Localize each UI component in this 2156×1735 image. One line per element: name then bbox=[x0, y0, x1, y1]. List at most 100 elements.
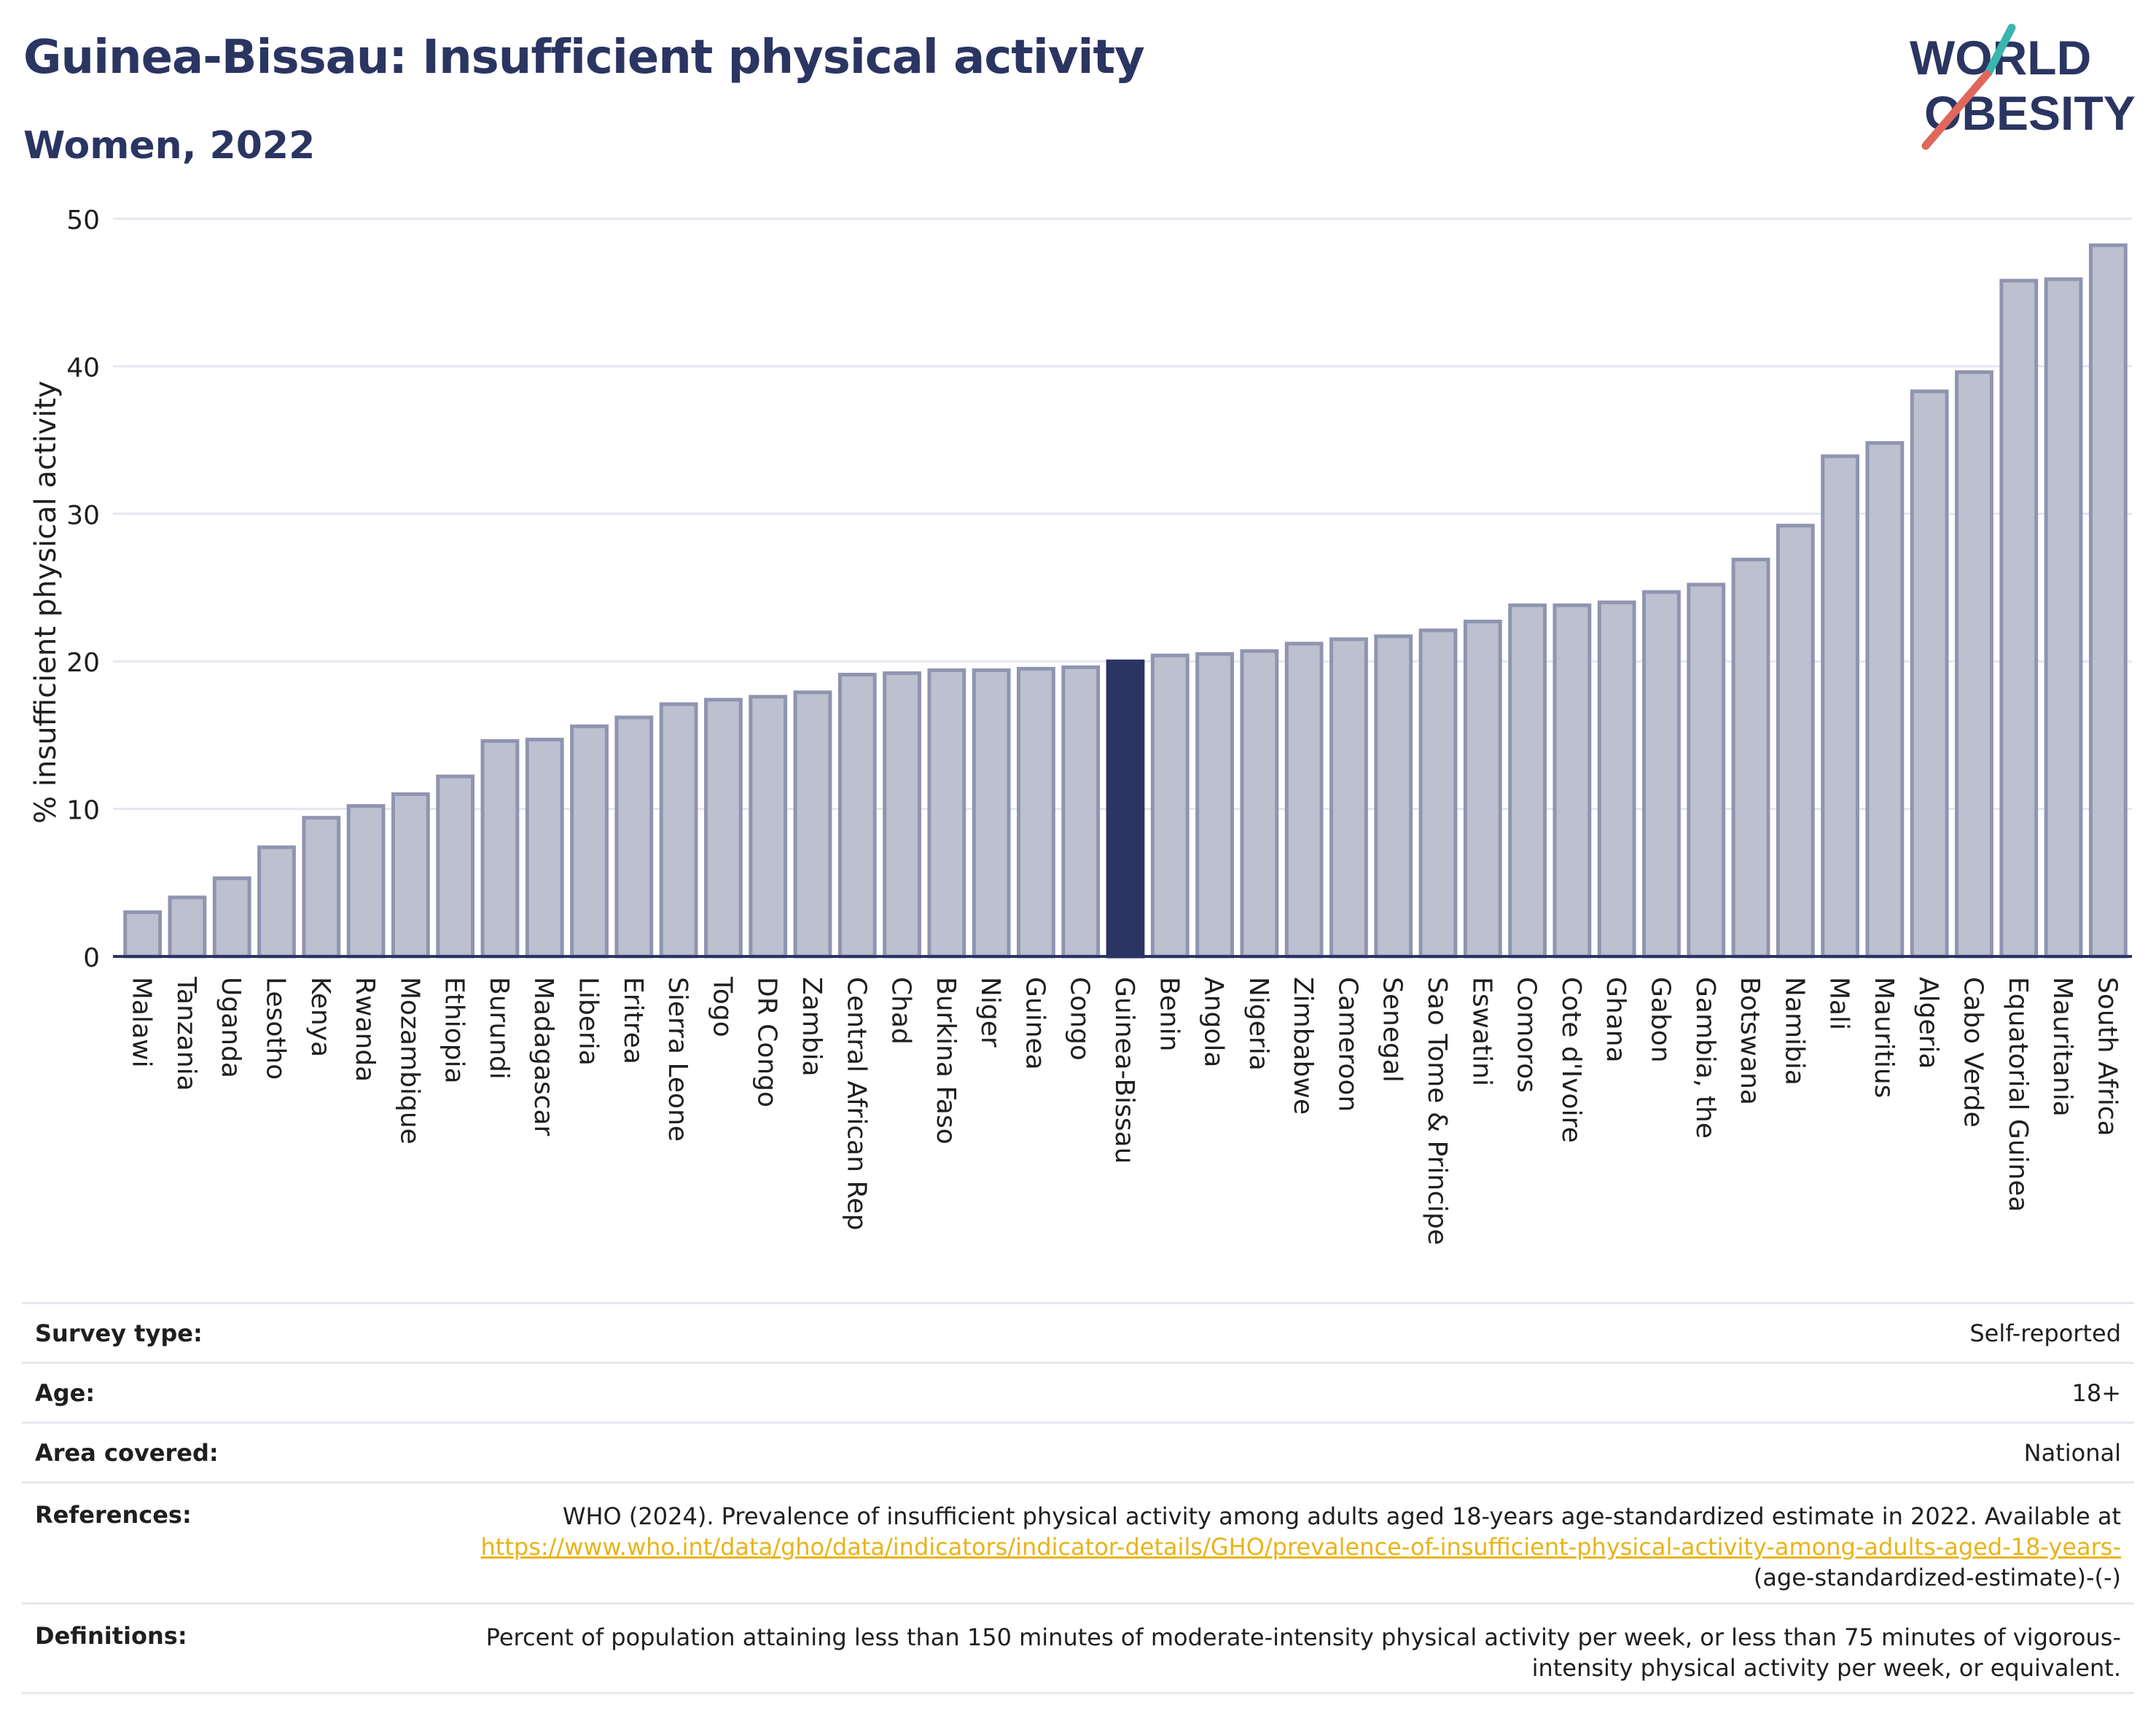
survey-type-label: Survey type: bbox=[35, 1319, 203, 1347]
bar bbox=[1240, 649, 1279, 959]
x-tick-label: Comoros bbox=[1512, 977, 1542, 1093]
bar bbox=[703, 698, 743, 959]
bar bbox=[1687, 582, 1726, 959]
x-tick-label: South Africa bbox=[2092, 977, 2122, 1136]
bar bbox=[302, 816, 341, 959]
bar bbox=[570, 724, 609, 959]
y-tick-label: 0 bbox=[83, 943, 100, 973]
area-covered-label: Area covered: bbox=[35, 1438, 219, 1467]
bar bbox=[927, 668, 966, 959]
bar bbox=[1955, 370, 1993, 959]
x-tick-label: Central African Rep bbox=[841, 977, 871, 1231]
age-value: 18+ bbox=[2071, 1379, 2121, 1407]
meta-row-age: Age: 18+ bbox=[22, 1362, 2134, 1422]
x-tick-label: Burundi bbox=[484, 977, 514, 1080]
x-tick-label: Rwanda bbox=[350, 977, 380, 1082]
bar bbox=[793, 690, 832, 959]
bar bbox=[883, 671, 921, 959]
x-tick-label: Angola bbox=[1199, 977, 1229, 1067]
x-tick-label: Mali bbox=[1824, 977, 1854, 1030]
bar bbox=[1865, 441, 1905, 959]
x-tick-label: DR Congo bbox=[752, 977, 782, 1107]
x-tick-label: Eritrea bbox=[618, 977, 648, 1064]
bar bbox=[749, 695, 788, 959]
bar bbox=[972, 668, 1011, 959]
y-axis-label: % insufficient physical activity bbox=[29, 381, 63, 824]
bar bbox=[1642, 590, 1681, 959]
x-tick-label: Lesotho bbox=[261, 977, 291, 1080]
x-tick-label: Niger bbox=[975, 977, 1005, 1048]
references-label: References: bbox=[35, 1501, 192, 1529]
references-value: WHO (2024). Prevalence of insufficient p… bbox=[430, 1501, 2122, 1593]
bar bbox=[1508, 603, 1547, 959]
bar-highlight bbox=[1106, 659, 1145, 959]
x-tick-label: Guinea bbox=[1020, 977, 1050, 1070]
bar bbox=[1017, 666, 1055, 959]
logo-slash-teal bbox=[1984, 23, 2016, 77]
x-tick-label: Malawi bbox=[127, 977, 157, 1068]
references-link-suffix: (age-standardized-estimate)-(-) bbox=[1753, 1564, 2121, 1591]
bar bbox=[1597, 600, 1636, 959]
bar bbox=[1552, 603, 1592, 959]
x-tick-label: Eswatini bbox=[1466, 977, 1496, 1086]
meta-row-definitions: Definitions: Percent of population attai… bbox=[22, 1602, 2134, 1694]
x-tick-label: Cameroon bbox=[1332, 977, 1362, 1112]
meta-row-area: Area covered: National bbox=[22, 1422, 2134, 1481]
bar bbox=[391, 792, 430, 959]
x-tick-label: Benin bbox=[1154, 977, 1184, 1051]
definitions-value: Percent of population attaining less tha… bbox=[485, 1623, 2121, 1682]
bar bbox=[480, 738, 520, 959]
bar bbox=[525, 737, 564, 959]
bar bbox=[1999, 278, 2039, 959]
chart-title: Guinea-Bissau: Insufficient physical act… bbox=[23, 31, 1145, 85]
x-tick-label: Sao Tome & Principe bbox=[1422, 977, 1452, 1245]
x-tick-label: Mozambique bbox=[394, 977, 424, 1145]
x-tick-label: Gambia, the bbox=[1690, 977, 1720, 1139]
bar bbox=[2044, 277, 2083, 959]
bar bbox=[1776, 523, 1815, 959]
x-tick-label: Cote d'Ivoire bbox=[1556, 977, 1586, 1143]
bar bbox=[1150, 653, 1190, 959]
bar bbox=[1821, 454, 1860, 959]
bar bbox=[1329, 637, 1368, 959]
x-tick-label: Mauritania bbox=[2047, 977, 2077, 1117]
age-label: Age: bbox=[35, 1379, 95, 1407]
x-tick-label: Mauritius bbox=[1869, 977, 1899, 1098]
bar bbox=[1910, 389, 1949, 959]
x-tick-label: Madagascar bbox=[528, 977, 558, 1136]
x-tick-label: Guinea-Bissau bbox=[1109, 977, 1139, 1164]
bar bbox=[346, 804, 386, 959]
bar bbox=[1195, 652, 1234, 959]
x-tick-label: Namibia bbox=[1779, 977, 1809, 1085]
x-tick-label: Liberia bbox=[574, 977, 604, 1066]
bar-chart: 0 10 20 30 40 50 % insufficient physical activ… bbox=[29, 206, 2132, 1245]
meta-row-references: References: WHO (2024). Prevalence of in… bbox=[22, 1481, 2134, 1602]
chart-subtitle: Women, 2022 bbox=[23, 124, 316, 168]
x-tick-label: Nigeria bbox=[1243, 977, 1273, 1071]
definitions-label: Definitions: bbox=[35, 1622, 187, 1650]
bar bbox=[1284, 642, 1324, 959]
x-tick-label: Burkina Faso bbox=[931, 977, 961, 1145]
x-tick-label: Botswana bbox=[1735, 977, 1765, 1105]
y-tick-label: 10 bbox=[66, 796, 100, 826]
bar bbox=[212, 876, 251, 959]
references-link[interactable]: https://www.who.int/data/gho/data/indica… bbox=[480, 1533, 2122, 1561]
x-tick-label: Chad bbox=[886, 977, 916, 1045]
bar bbox=[1463, 620, 1502, 959]
x-tick-label: Zimbabwe bbox=[1288, 977, 1318, 1115]
bar bbox=[436, 774, 475, 959]
bar bbox=[2088, 243, 2128, 959]
bar bbox=[257, 845, 296, 959]
y-tick-label: 40 bbox=[66, 353, 100, 383]
x-tick-label: Tanzania bbox=[171, 976, 201, 1091]
bar bbox=[659, 702, 698, 959]
area-covered-value: National bbox=[2023, 1438, 2121, 1467]
x-tick-label: Algeria bbox=[1913, 977, 1943, 1069]
bar bbox=[1061, 665, 1101, 959]
metadata-table: Survey type: Self-reported Age: 18+ Area… bbox=[22, 1302, 2134, 1694]
x-tick-label: Ghana bbox=[1601, 977, 1630, 1063]
bar bbox=[123, 910, 163, 959]
bar bbox=[1418, 628, 1458, 959]
x-tick-label: Uganda bbox=[216, 977, 246, 1078]
x-tick-label: Gabon bbox=[1645, 977, 1675, 1063]
